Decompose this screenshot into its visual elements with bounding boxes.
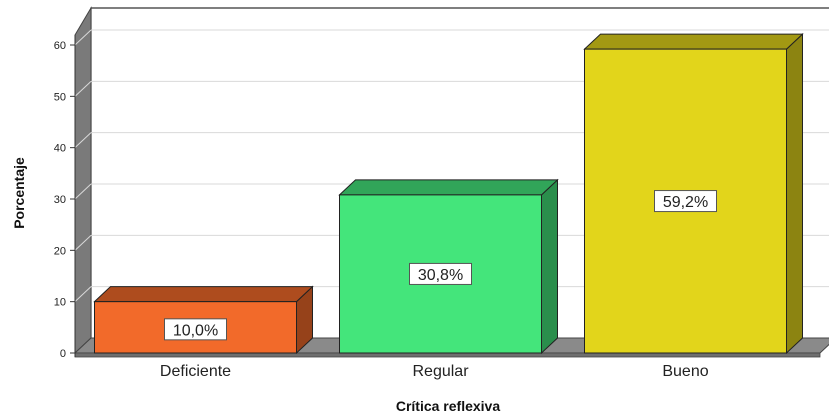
y-tick-label: 30 bbox=[54, 194, 66, 206]
y-tick-label: 20 bbox=[54, 245, 66, 257]
x-category-label: Regular bbox=[412, 363, 469, 380]
bar bbox=[583, 32, 804, 355]
bar-top-face bbox=[338, 179, 559, 196]
bar bbox=[338, 178, 559, 355]
data-label: 30,8% bbox=[418, 267, 463, 284]
y-tick-label: 60 bbox=[54, 40, 66, 52]
data-label-box bbox=[654, 190, 717, 213]
bar-side-face bbox=[786, 32, 803, 355]
gridline-side bbox=[74, 29, 92, 46]
x-axis-title: Crítica reflexiva bbox=[396, 398, 500, 412]
data-label: 10,0% bbox=[173, 322, 218, 339]
y-tick-label: 40 bbox=[54, 143, 66, 155]
y-tick-label: 50 bbox=[54, 91, 66, 103]
y-axis-title: Porcentaje bbox=[11, 157, 27, 229]
bar-side-face bbox=[541, 178, 558, 355]
bar-top-face bbox=[583, 33, 804, 50]
gridline-side bbox=[74, 132, 92, 149]
y-tick-label: 0 bbox=[60, 348, 66, 360]
gridline-side bbox=[74, 183, 92, 200]
x-category-label: Deficiente bbox=[160, 363, 231, 380]
bar-front-face bbox=[94, 301, 297, 354]
data-label-box bbox=[164, 318, 227, 341]
bar-top-face bbox=[93, 286, 314, 303]
y-tick-label: 10 bbox=[54, 297, 66, 309]
bar bbox=[93, 285, 314, 355]
x-category-label: Bueno bbox=[662, 363, 708, 380]
gridline-side bbox=[74, 234, 92, 251]
gridline-side bbox=[74, 286, 92, 303]
data-label-box bbox=[409, 262, 472, 285]
gridline-side bbox=[74, 80, 92, 97]
data-label: 59,2% bbox=[663, 194, 708, 211]
floor-front bbox=[74, 352, 821, 358]
left-side-wall bbox=[74, 6, 92, 355]
